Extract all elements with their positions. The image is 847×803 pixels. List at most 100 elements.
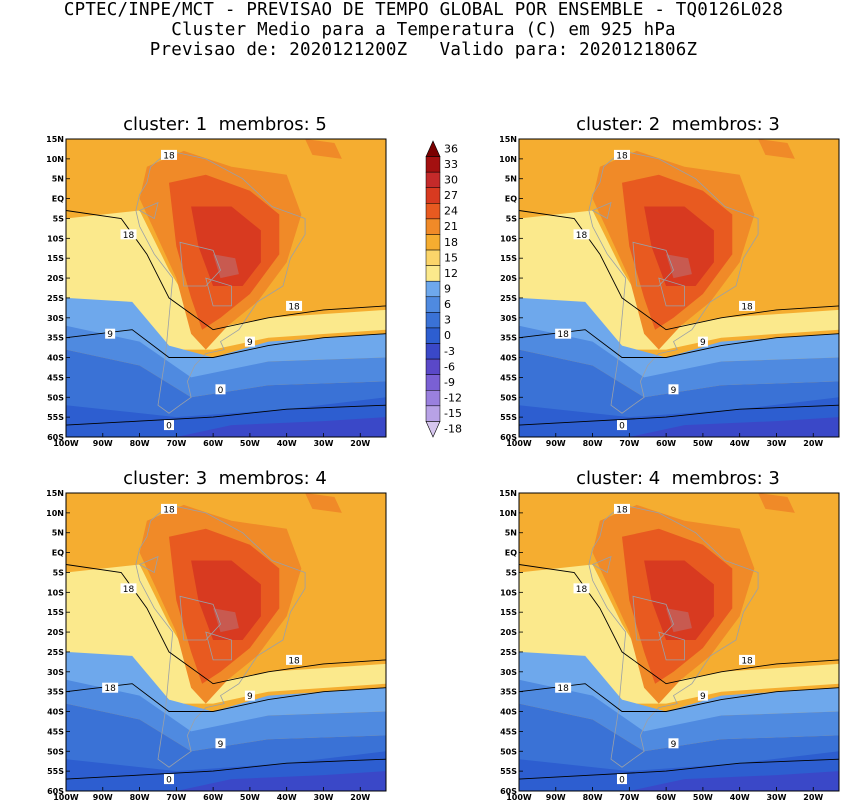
colorbar-label: 36 [444,142,458,155]
panel-title: cluster: 1 membros: 5 [123,114,327,135]
svg-text:9: 9 [700,692,706,702]
contour-line [519,758,839,780]
panel-title: cluster: 3 membros: 4 [123,468,327,489]
lon-tick-label: 60W [656,793,676,802]
lon-tick-label: 20W [803,793,823,802]
lat-tick-label: 55S [47,767,64,776]
temperature-band [213,254,239,279]
lat-tick-label: 40S [47,708,64,717]
lat-tick-label: 30S [500,668,517,677]
contour-label: 18 [160,503,177,515]
lon-tick-label: 70W [166,439,186,448]
svg-text:18: 18 [576,585,588,595]
colorbar-label: 6 [444,298,451,311]
lat-tick-label: 15N [499,135,517,144]
lat-tick-label: 5N [505,175,517,184]
svg-text:0: 0 [166,776,172,786]
colorbar-label: -9 [444,376,455,389]
lat-tick-label: 10N [46,155,64,164]
colorbar-swatch [425,296,441,313]
lat-tick-label: 20S [47,274,64,283]
contour-label: 0 [616,420,627,432]
lat-tick-label: 15S [47,254,64,263]
colorbar-label: 33 [444,158,458,171]
lat-tick-label: 20S [47,628,64,637]
coastline [138,555,159,574]
colorbar-swatch [425,203,441,220]
lon-tick-label: 40W [730,439,750,448]
contour-label: 9 [244,690,255,702]
lat-tick-label: 45S [47,373,64,382]
contour-line [66,404,386,426]
lat-tick-label: 45S [500,727,517,736]
temperature-band [66,679,386,752]
coastline [205,277,232,307]
colorbar-swatch [425,405,441,422]
lon-tick-label: 30W [313,793,333,802]
lat-tick-label: 50S [500,747,517,756]
lat-tick-label: 10N [46,509,64,518]
svg-text:18: 18 [741,656,753,666]
lat-tick-label: 40S [47,354,64,363]
contour-label: 18 [120,583,137,595]
lat-tick-label: 5N [52,529,64,538]
temperature-band [176,417,386,437]
lon-tick-label: 70W [619,439,639,448]
temperature-band [176,771,386,791]
lat-tick-label: 55S [500,767,517,776]
temperature-band [66,651,386,736]
lon-tick-label: 20W [350,793,370,802]
contour-label: 18 [102,682,119,694]
svg-text:18: 18 [741,302,753,312]
colorbar-arrow-top [425,140,441,157]
colorbar-label: -18 [444,423,462,436]
coastline [205,631,232,661]
colorbar-label: 18 [444,236,458,249]
svg-text:18: 18 [104,684,116,694]
panel-cluster-1: cluster: 1 membros: 5 18 18 18 9 9 0 0 15N 10N 5N… [46,114,390,448]
contour-line [66,210,386,331]
lon-tick-label: 40W [277,793,297,802]
lon-tick-label: 90W [93,439,113,448]
lat-tick-label: 5S [506,214,518,223]
lon-tick-label: 50W [693,793,713,802]
panel-cluster-4: cluster: 4 membros: 3 18 18 18 18 9 9 0 15N 10N 5… [499,468,843,802]
lat-tick-label: 25S [500,648,517,657]
lat-tick-label: 50S [47,747,64,756]
colorbar-label: -3 [444,345,455,358]
lat-tick-label: 30S [500,314,517,323]
temperature-band [519,297,839,382]
lat-tick-label: 35S [47,334,64,343]
colorbar-swatch [425,280,441,298]
lat-tick-label: 15N [46,135,64,144]
lon-tick-label: 30W [313,439,333,448]
header-title: CPTEC/INPE/MCT - PREVISAO DE TEMPO GLOBA… [63,0,784,20]
svg-text:0: 0 [166,422,172,432]
temperature-band [758,139,795,159]
page-header: CPTEC/INPE/MCT - PREVISAO DE TEMPO GLOBA… [0,0,847,60]
temperature-band [191,206,261,286]
lat-tick-label: 5S [53,568,65,577]
lat-tick-label: 35S [500,334,517,343]
temperature-map: 18 18 18 18 9 9 0 15N 10N 5N EQ 5S 10S 15S 20S 25S 30S 35… [499,489,840,802]
panel-title: cluster: 4 membros: 3 [576,468,780,489]
colorbar-swatch [425,343,441,360]
contour-label: 18 [286,300,303,312]
lat-tick-label: 35S [500,688,517,697]
contour-label: 18 [555,328,572,340]
lon-tick-label: 60W [203,439,223,448]
lat-tick-label: 15S [47,608,64,617]
lat-tick-label: EQ [505,195,517,204]
contour-label: 9 [215,738,226,750]
lon-tick-label: 30W [766,793,786,802]
svg-text:18: 18 [616,151,628,161]
coastline [138,201,159,220]
lon-tick-label: 80W [130,793,150,802]
colorbar-swatch [425,327,441,344]
colorbar-label: -15 [444,407,462,420]
lon-tick-label: 100W [53,793,79,802]
lat-tick-label: 60S [47,433,64,442]
contour-line [66,683,386,712]
contour-line [519,329,839,358]
temperature-band [519,325,839,398]
